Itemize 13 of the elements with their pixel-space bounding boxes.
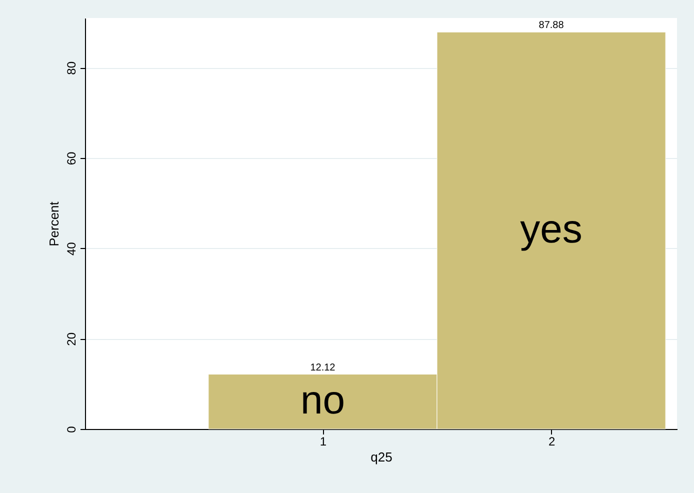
data-label: 12.12 — [310, 362, 336, 374]
y-tick-label: 60 — [64, 152, 78, 166]
data-label: 87.88 — [538, 20, 564, 32]
y-tick-label: 40 — [64, 242, 78, 256]
annotation: yes — [520, 208, 582, 252]
y-tick-label: 80 — [64, 61, 78, 75]
annotation: no — [300, 378, 345, 423]
y-tick-label: 0 — [64, 426, 78, 433]
y-axis-title: Percent — [46, 201, 62, 246]
y-tick-label: 20 — [64, 332, 78, 346]
x-axis-title: q25 — [370, 450, 392, 464]
x-tick-label: 1 — [320, 434, 327, 448]
x-tick-label: 2 — [548, 434, 556, 448]
